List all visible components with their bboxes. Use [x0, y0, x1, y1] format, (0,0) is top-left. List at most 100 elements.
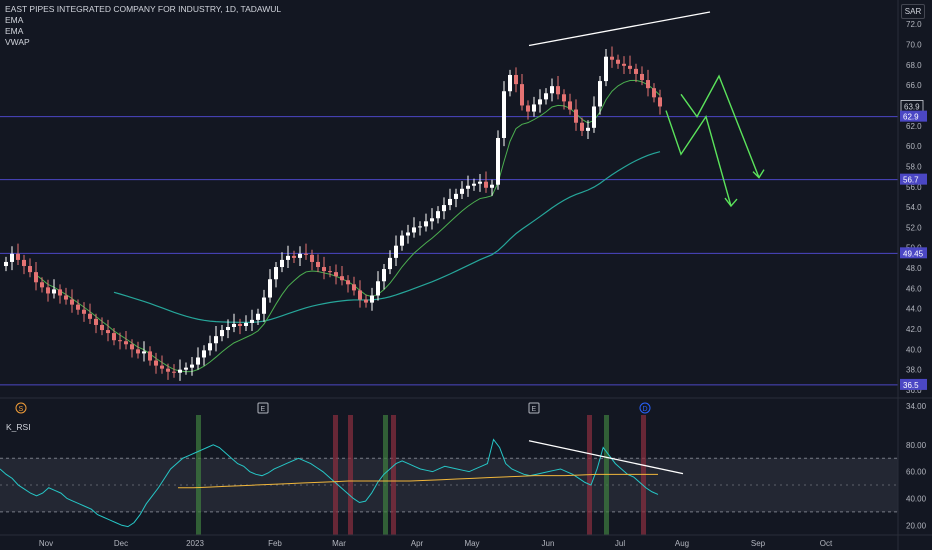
indicator-ema-1[interactable]: EMA	[5, 15, 24, 25]
candle-body	[412, 227, 416, 233]
price-tag-level-bg	[900, 247, 927, 259]
candle-body	[574, 109, 578, 123]
price-tick-label: 70.0	[906, 40, 922, 49]
candle-body	[460, 188, 464, 194]
candle-body	[532, 104, 536, 112]
time-tick-label: Dec	[114, 539, 128, 548]
candle-body	[304, 253, 308, 255]
candle-body	[496, 137, 500, 185]
candle-body	[112, 333, 116, 341]
candle-body	[28, 266, 32, 273]
currency-button[interactable]: SAR	[901, 4, 925, 19]
candle-body	[292, 255, 296, 258]
candle-body	[646, 80, 650, 89]
price-tag-current: 63.9	[904, 102, 920, 111]
resistance-trendline	[528, 11, 711, 47]
candle-body	[364, 299, 368, 303]
candle-body	[262, 297, 266, 314]
candle-body	[568, 101, 572, 110]
event-marker: E	[261, 406, 266, 413]
price-tick-label: 60.0	[906, 142, 922, 151]
candle-body	[244, 322, 248, 326]
price-tick-label: 62.0	[906, 122, 922, 131]
rsi-tick-label: 60.00	[906, 468, 927, 477]
rsi-tick-label: 40.00	[906, 494, 927, 503]
candle-body	[424, 221, 428, 227]
candle-body	[448, 198, 452, 206]
time-tick-label: Apr	[411, 539, 424, 548]
projection-path-1	[665, 110, 732, 207]
candle-body	[106, 330, 110, 334]
event-marker: S	[19, 406, 24, 413]
candle-body	[160, 365, 164, 369]
ema-slow-line	[113, 151, 661, 323]
ema-slow-path	[113, 151, 661, 323]
price-tick-label: 34.00	[906, 402, 927, 411]
candle-body	[64, 295, 68, 300]
time-tick-label: Sep	[751, 539, 766, 548]
candle-body	[154, 360, 158, 366]
symbol-title[interactable]: EAST PIPES INTEGRATED COMPANY FOR INDUST…	[5, 4, 282, 14]
candle-body	[268, 279, 272, 298]
candle-body	[130, 344, 134, 350]
event-marker-bg	[528, 402, 540, 414]
time-tick-label: Feb	[268, 539, 282, 548]
price-tick-label: 72.0	[906, 20, 922, 29]
candle-body	[70, 299, 74, 305]
time-tick-label: Jun	[542, 539, 555, 548]
price-tick-label: 38.0	[906, 366, 922, 375]
candle-body	[82, 309, 86, 314]
candle-body	[88, 313, 92, 319]
time-tick-label: Mar	[332, 539, 346, 548]
candle-body	[562, 94, 566, 102]
annotations	[528, 11, 765, 208]
candle-body	[520, 84, 524, 106]
candle-body	[418, 226, 422, 228]
projection-arrowhead-2	[752, 169, 765, 179]
candle-body	[232, 323, 236, 327]
candle-body	[220, 330, 224, 337]
candle-body	[16, 253, 20, 260]
candle-body	[202, 350, 206, 358]
candle-body	[208, 343, 212, 351]
price-tag-level: 36.5	[903, 381, 919, 390]
candle-body	[328, 271, 332, 273]
candle-body	[622, 63, 626, 66]
candle-body	[370, 295, 374, 303]
candle-body	[502, 91, 506, 138]
candle-body	[466, 185, 470, 189]
price-tick-label: 36.0	[906, 386, 922, 395]
price-tick-label: 48.0	[906, 264, 922, 273]
time-tick-label: Nov	[39, 539, 53, 548]
candle-body	[148, 351, 152, 361]
candle-body	[652, 88, 656, 98]
candle-body	[490, 184, 494, 188]
time-tick-label: Aug	[675, 539, 689, 548]
candle-body	[400, 235, 404, 246]
time-tick-label: Oct	[820, 539, 833, 548]
candle-body	[4, 261, 8, 267]
price-tag-level-bg	[900, 378, 927, 390]
candle-body	[280, 259, 284, 268]
rsi-signal-bar	[641, 415, 646, 535]
candle-body	[310, 254, 314, 262]
chart-legend: EAST PIPES INTEGRATED COMPANY FOR INDUST…	[5, 4, 281, 48]
candle-body	[382, 269, 386, 282]
support-resistance-levels	[0, 116, 898, 386]
event-marker: E	[532, 406, 537, 413]
rsi-line	[0, 438, 659, 528]
price-tick-label: 40.0	[906, 345, 922, 354]
indicator-ema-2[interactable]: EMA	[5, 26, 24, 36]
candle-body	[274, 267, 278, 280]
candle-body	[286, 255, 290, 260]
indicator-vwap[interactable]: VWAP	[5, 37, 30, 47]
candle-body	[598, 81, 602, 107]
candle-body	[550, 86, 554, 94]
candle-body	[538, 99, 542, 105]
candle-body	[22, 259, 26, 267]
candle-body	[628, 65, 632, 69]
rsi-signal-bar	[391, 415, 396, 535]
price-tick-label: 68.0	[906, 61, 922, 70]
price-tick-label: 46.0	[906, 284, 922, 293]
